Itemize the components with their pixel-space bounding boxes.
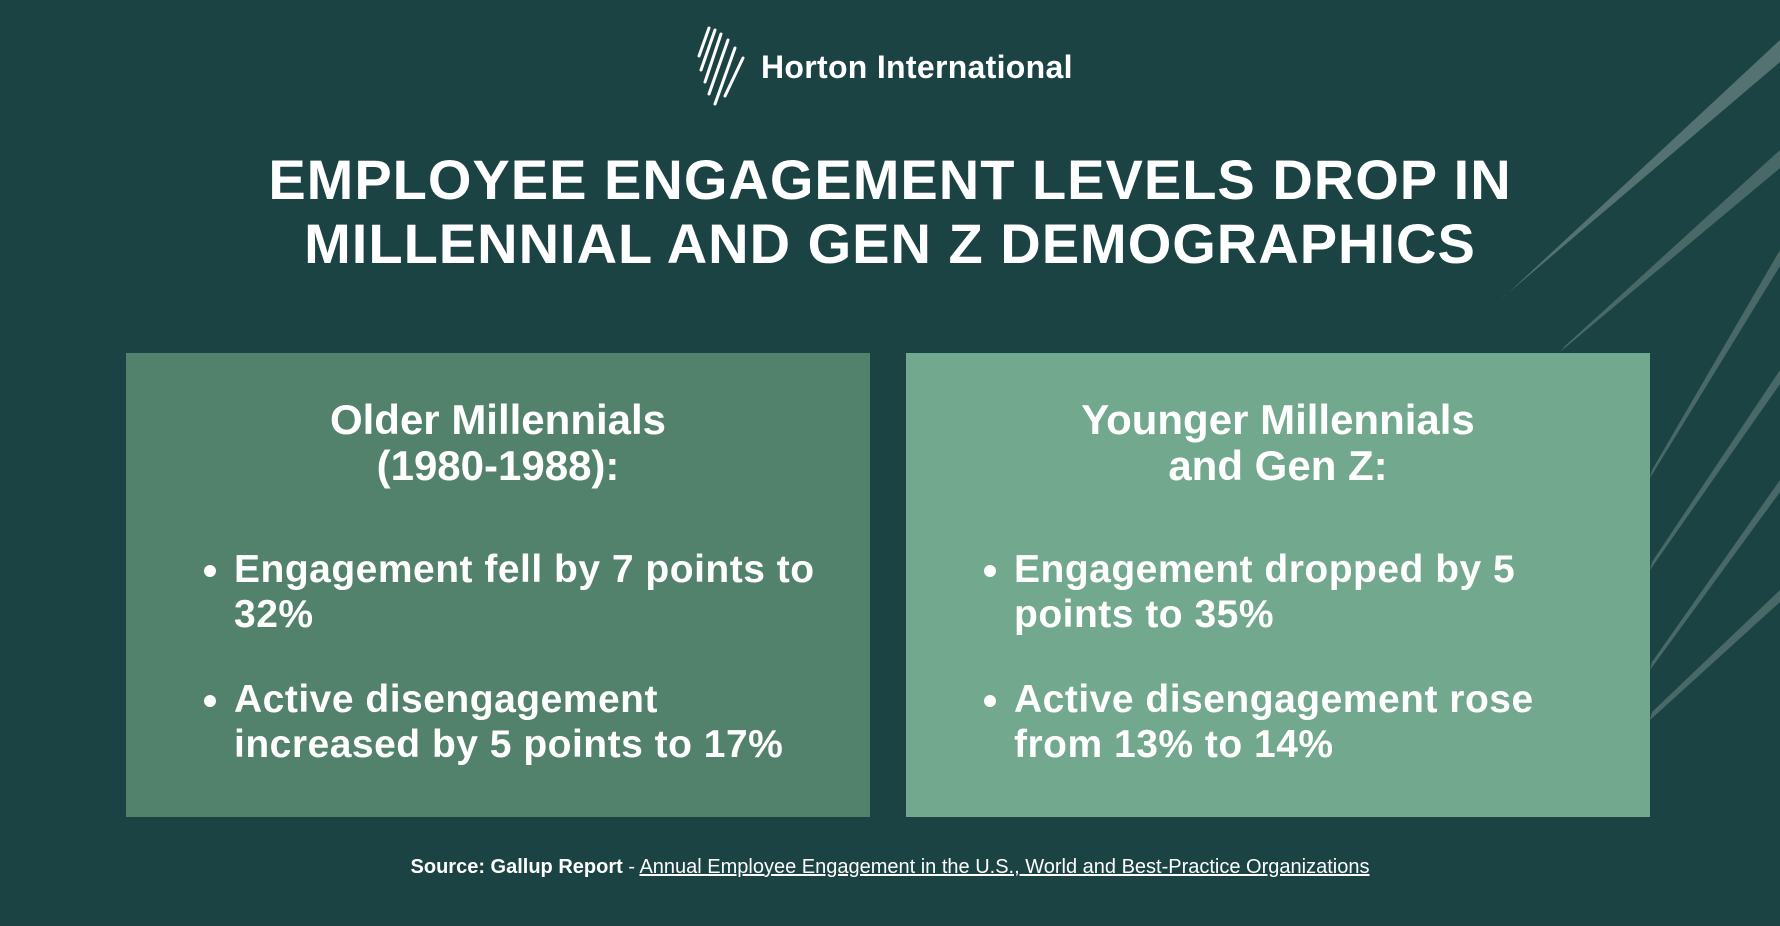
bullet-list: Engagement fell by 7 points to 32% Activ… xyxy=(126,547,844,767)
heading-line: Younger Millennials xyxy=(1081,396,1475,443)
bullet: Engagement fell by 7 points to 32% xyxy=(204,547,844,637)
card-heading: Older Millennials (1980-1988): xyxy=(126,397,870,489)
source-label: Source: Gallup Report xyxy=(410,856,623,878)
source-link[interactable]: Annual Employee Engagement in the U.S., … xyxy=(639,856,1370,878)
bullet: Active disengagement rose from 13% to 14… xyxy=(984,677,1624,767)
heading-line: (1980-1988): xyxy=(376,442,620,489)
brand-name: Horton International xyxy=(761,48,1073,85)
logo: Horton International xyxy=(695,26,1073,108)
title-line: MILLENNIAL AND GEN Z DEMOGRAPHICS xyxy=(304,212,1476,275)
bullet-list: Engagement dropped by 5 points to 35% Ac… xyxy=(906,547,1624,767)
card: Younger Millennials and Gen Z: Engagemen… xyxy=(906,353,1650,817)
separator: - xyxy=(622,856,640,878)
heading-line: Older Millennials xyxy=(329,396,667,443)
card-heading: Younger Millennials and Gen Z: xyxy=(906,397,1650,489)
bullet: Active disengagement increased by 5 poin… xyxy=(204,677,844,767)
card: Older Millennials (1980-1988): Engagemen… xyxy=(126,353,870,817)
heading-line: and Gen Z: xyxy=(1168,442,1388,489)
source: Source: Gallup Report - Annual Employee … xyxy=(0,856,1780,879)
title-line: EMPLOYEE ENGAGEMENT LEVELS DROP IN xyxy=(268,148,1512,211)
logo-icon xyxy=(697,26,745,106)
bullet: Engagement dropped by 5 points to 35% xyxy=(984,547,1624,637)
title: EMPLOYEE ENGAGEMENT LEVELS DROP IN MILLE… xyxy=(0,148,1780,276)
